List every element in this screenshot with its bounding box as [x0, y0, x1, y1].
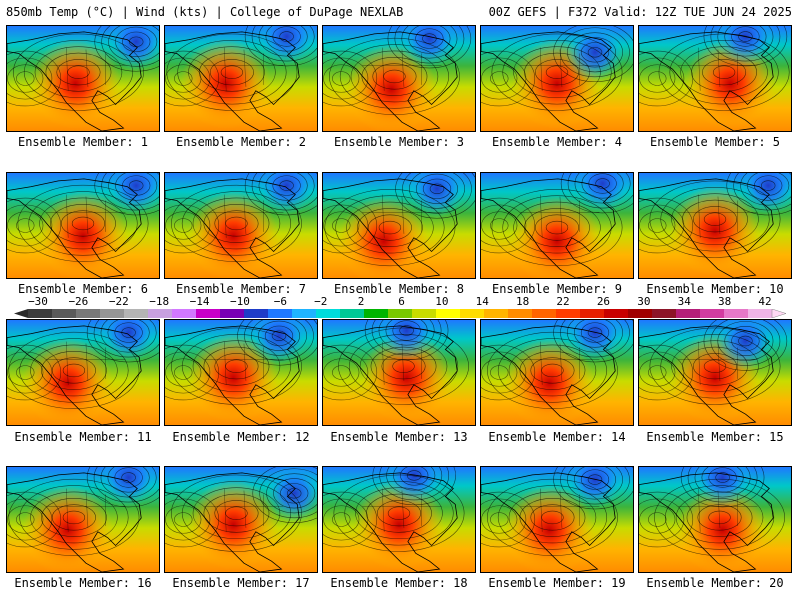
- ensemble-member-label-5: Ensemble Member: 5: [649, 135, 781, 149]
- colorbar-segment: [76, 309, 101, 318]
- ensemble-map-10: [638, 172, 792, 279]
- colorbar-segment: [676, 309, 701, 318]
- colorbar-segment: [292, 309, 317, 318]
- ensemble-member-label-17: Ensemble Member: 17: [172, 576, 310, 590]
- ensemble-member-label-15: Ensemble Member: 15: [646, 430, 784, 444]
- colorbar-tick-label: −30: [28, 295, 48, 308]
- colorbar-segment: [580, 309, 605, 318]
- ensemble-map-6: [6, 172, 160, 279]
- header-valid-time: 00Z GEFS | F372 Valid: 12Z TUE JUN 24 20…: [488, 5, 792, 19]
- ensemble-member-label-20: Ensemble Member: 20: [646, 576, 784, 590]
- ensemble-map-1: [6, 25, 160, 132]
- colorbar-segment: [172, 309, 197, 318]
- ensemble-member-label-3: Ensemble Member: 3: [333, 135, 465, 149]
- colorbar-segment: [484, 309, 509, 318]
- ensemble-map-4: [480, 25, 634, 132]
- colorbar-segment: [388, 309, 413, 318]
- colorbar-tick-label: 42: [758, 295, 772, 308]
- colorbar-segment: [268, 309, 293, 318]
- ensemble-member-label-9: Ensemble Member: 9: [491, 282, 623, 296]
- ensemble-map-14: [480, 319, 634, 426]
- colorbar-tick-label: 10: [435, 295, 449, 308]
- temperature-colorbar: [14, 309, 786, 318]
- colorbar-tick-label: −6: [273, 295, 287, 308]
- ensemble-member-label-13: Ensemble Member: 13: [330, 430, 468, 444]
- colorbar-segment: [28, 309, 53, 318]
- ensemble-member-label-10: Ensemble Member: 10: [646, 282, 784, 296]
- ensemble-map-12: [164, 319, 318, 426]
- ensemble-map-16: [6, 466, 160, 573]
- ensemble-map-19: [480, 466, 634, 573]
- ensemble-map-9: [480, 172, 634, 279]
- ensemble-member-label-19: Ensemble Member: 19: [488, 576, 626, 590]
- ensemble-map-13: [322, 319, 476, 426]
- colorbar-tick-label: 30: [637, 295, 651, 308]
- colorbar-segment: [652, 309, 677, 318]
- colorbar-segment: [148, 309, 173, 318]
- colorbar-tick-label: 6: [398, 295, 405, 308]
- colorbar-tick-label: 18: [516, 295, 530, 308]
- ensemble-map-17: [164, 466, 318, 573]
- colorbar-segment: [508, 309, 533, 318]
- colorbar-tick-label: −14: [189, 295, 210, 308]
- colorbar-segment: [220, 309, 245, 318]
- colorbar-segment: [124, 309, 149, 318]
- header-title: 850mb Temp (°C) | Wind (kts) | College o…: [6, 5, 404, 19]
- colorbar-tick-label: 34: [677, 295, 691, 308]
- colorbar-tick-label: −22: [108, 295, 129, 308]
- ensemble-member-label-6: Ensemble Member: 6: [17, 282, 149, 296]
- colorbar-left-tip: [14, 309, 28, 318]
- colorbar-tick-label: −10: [230, 295, 250, 308]
- colorbar-segment: [436, 309, 461, 318]
- colorbar-segment: [364, 309, 389, 318]
- ensemble-member-label-2: Ensemble Member: 2: [175, 135, 307, 149]
- ensemble-member-label-11: Ensemble Member: 11: [14, 430, 152, 444]
- colorbar-tick-label: −26: [68, 295, 89, 308]
- ensemble-map-15: [638, 319, 792, 426]
- ensemble-member-label-8: Ensemble Member: 8: [333, 282, 465, 296]
- ensemble-map-8: [322, 172, 476, 279]
- ensemble-member-label-4: Ensemble Member: 4: [491, 135, 623, 149]
- colorbar-segment: [196, 309, 221, 318]
- colorbar-segment: [412, 309, 437, 318]
- colorbar-tick-label: 2: [357, 295, 365, 308]
- colorbar-tick-label: 26: [596, 295, 611, 308]
- colorbar-tick-label: 38: [717, 295, 732, 308]
- colorbar-segment: [316, 309, 341, 318]
- colorbar-segment: [100, 309, 125, 318]
- colorbar-segment: [556, 309, 581, 318]
- colorbar-segment: [604, 309, 629, 318]
- ensemble-member-label-18: Ensemble Member: 18: [330, 576, 468, 590]
- colorbar-segment: [460, 309, 485, 318]
- colorbar-tick-label: 14: [475, 295, 489, 308]
- ensemble-map-18: [322, 466, 476, 573]
- colorbar-segment: [532, 309, 557, 318]
- colorbar-segment: [724, 309, 749, 318]
- colorbar-tick-label: −18: [149, 295, 170, 308]
- ensemble-map-11: [6, 319, 160, 426]
- ensemble-member-label-12: Ensemble Member: 12: [172, 430, 310, 444]
- ensemble-map-3: [322, 25, 476, 132]
- ensemble-map-2: [164, 25, 318, 132]
- ensemble-member-label-1: Ensemble Member: 1: [17, 135, 149, 149]
- colorbar-segment: [52, 309, 77, 318]
- colorbar-segment: [700, 309, 725, 318]
- ensemble-map-5: [638, 25, 792, 132]
- ensemble-map-7: [164, 172, 318, 279]
- colorbar-tick-label: −2: [314, 295, 328, 308]
- colorbar-segment: [340, 309, 365, 318]
- colorbar-tick-label: 22: [556, 295, 570, 308]
- colorbar-segment: [244, 309, 269, 318]
- colorbar-ticks: −30 −26 −22 −18 −14 −10 −6 −2 2 6 10 14 18 22 26 30 34 38…: [0, 295, 800, 309]
- ensemble-map-20: [638, 466, 792, 573]
- ensemble-member-label-7: Ensemble Member: 7: [175, 282, 307, 296]
- ensemble-member-label-16: Ensemble Member: 16: [14, 576, 152, 590]
- ensemble-member-label-14: Ensemble Member: 14: [488, 430, 626, 444]
- colorbar-segment: [748, 309, 773, 318]
- colorbar-right-tip: [771, 309, 786, 318]
- colorbar-segment: [628, 309, 653, 318]
